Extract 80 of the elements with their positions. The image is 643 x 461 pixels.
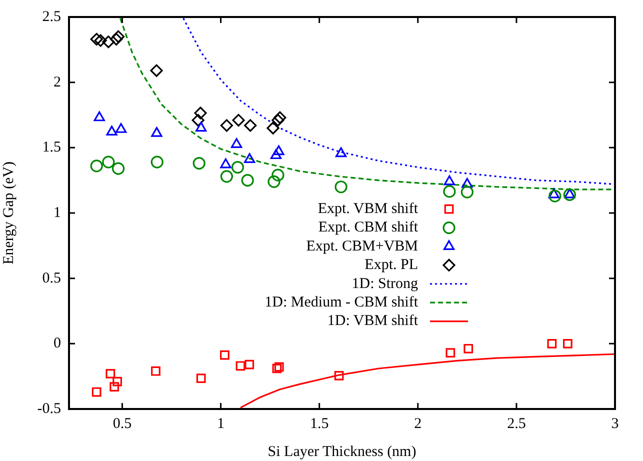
point — [90, 32, 103, 46]
x-tick-label: 3 — [611, 416, 619, 432]
point — [94, 34, 107, 47]
point — [446, 348, 456, 358]
point — [272, 114, 284, 127]
point — [220, 350, 230, 360]
legend-label: Expt. PL — [364, 257, 418, 274]
x-tick-label: 2 — [414, 416, 422, 432]
legend-label: Expt. CBM+VBM — [306, 238, 418, 254]
point — [230, 138, 242, 148]
point — [547, 338, 557, 348]
point — [151, 366, 160, 376]
y-tick-label: 2.5 — [42, 8, 61, 25]
point — [110, 382, 120, 392]
point — [94, 111, 105, 122]
point — [460, 186, 474, 198]
x-tick-label: 0.5 — [112, 416, 132, 432]
x-axis-title: Si Layer Thickness (nm) — [268, 444, 416, 460]
point — [268, 175, 280, 188]
point — [106, 369, 116, 378]
point — [151, 126, 162, 137]
point — [273, 145, 284, 156]
point — [548, 188, 560, 198]
x-tick-label: 1.5 — [310, 416, 329, 432]
point — [220, 170, 233, 183]
point — [563, 338, 572, 348]
point — [102, 156, 115, 168]
y-tick-label: -0.5 — [37, 400, 61, 417]
point — [115, 123, 127, 133]
point — [112, 376, 122, 386]
point — [464, 344, 474, 354]
point — [244, 360, 254, 370]
point — [443, 185, 456, 198]
y-tick-label: 2 — [54, 74, 61, 90]
point — [112, 162, 125, 175]
point — [110, 32, 123, 46]
point — [563, 188, 576, 202]
x-tick-label: 2.5 — [507, 416, 526, 432]
point — [192, 157, 206, 170]
point — [232, 114, 245, 127]
point — [220, 158, 232, 168]
point — [106, 126, 118, 136]
y-tick-label: 0.5 — [42, 270, 61, 286]
point — [241, 174, 254, 187]
point — [564, 188, 576, 198]
point — [462, 178, 473, 188]
y-tick-label: 1.5 — [42, 140, 61, 156]
point — [334, 180, 348, 194]
legend-label: Expt. VBM shift — [318, 201, 419, 218]
point — [90, 160, 103, 172]
legend-label: 1D: Strong — [352, 276, 418, 292]
point — [272, 168, 284, 182]
point — [150, 156, 164, 168]
x-tick-label: 1 — [217, 416, 225, 432]
point — [236, 361, 246, 371]
y-tick-label: 0 — [54, 336, 61, 352]
point — [102, 36, 115, 48]
legend-label: 1D: VBM shift — [327, 313, 419, 330]
point — [270, 149, 282, 160]
point — [244, 119, 257, 132]
point — [192, 114, 204, 127]
y-tick-label: 1 — [54, 204, 61, 221]
y-axis-title: Energy Gap (eV) — [0, 161, 17, 265]
point — [150, 64, 163, 77]
point — [444, 175, 455, 186]
legend-label: 1D: Medium - CBM shift — [264, 294, 419, 311]
point — [196, 122, 207, 132]
point — [274, 111, 286, 124]
point — [194, 106, 207, 120]
point — [334, 370, 344, 380]
legend-label: Expt. CBM shift — [318, 220, 419, 236]
point — [231, 160, 244, 174]
point — [196, 374, 206, 383]
point — [112, 30, 125, 43]
point — [220, 119, 233, 132]
point — [244, 153, 256, 163]
point — [92, 387, 102, 397]
point — [548, 190, 562, 202]
point — [266, 122, 280, 134]
point — [335, 147, 347, 158]
